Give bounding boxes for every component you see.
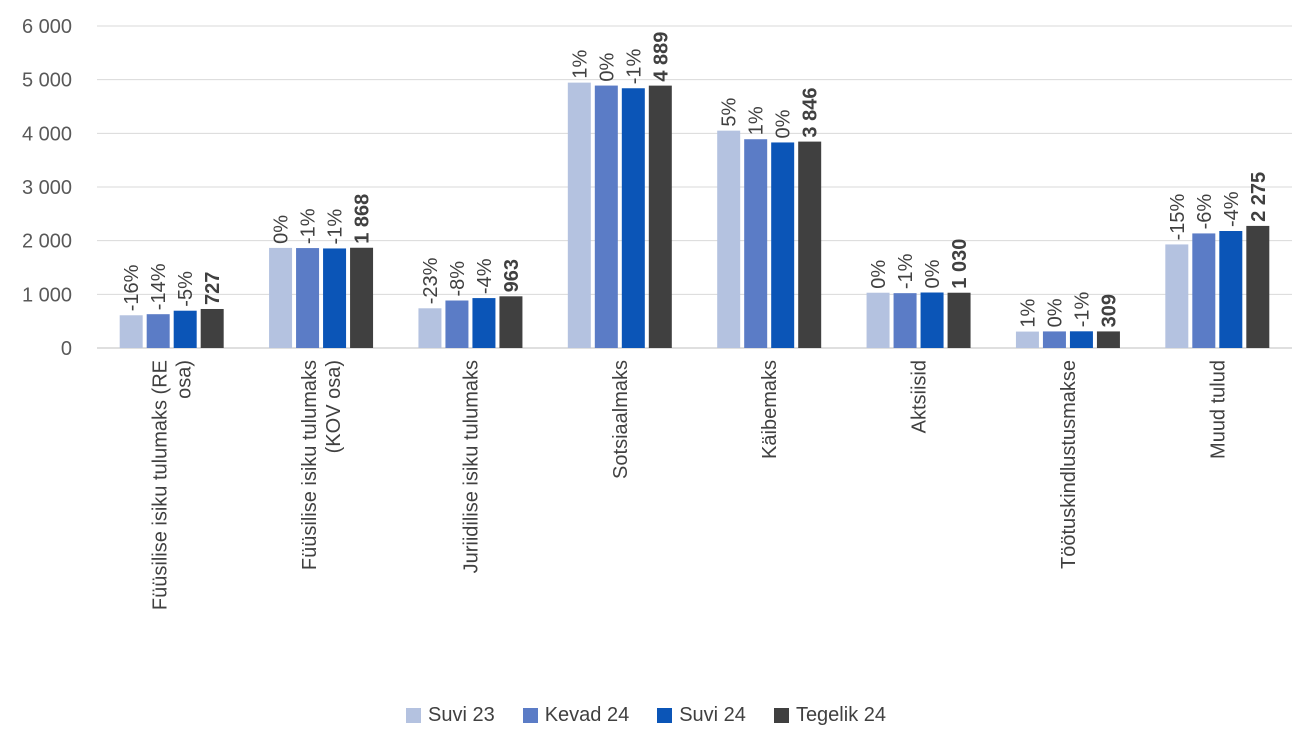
data-label: 0% [596,52,618,81]
bar [445,300,469,348]
data-label: 0% [868,260,890,289]
bar [350,247,374,348]
y-tick-label: 6 000 [22,16,72,38]
x-tick-label: Töötuskindlustusmakse [1058,360,1080,569]
data-label: 1% [1017,298,1039,327]
x-tick-label: (KOV osa) [323,360,345,453]
legend-item-suvi-24: Suvi 24 [657,704,746,727]
bar [1042,331,1066,348]
data-label: -23% [420,257,442,304]
data-label: 963 [501,259,523,292]
y-tick-label: 0 [61,338,72,360]
bar [1015,331,1039,348]
legend-swatch [773,707,789,723]
data-label: 0% [922,259,944,288]
bar [947,292,971,348]
data-label: -4% [1221,191,1243,227]
legend-item-suvi-23: Suvi 23 [405,703,495,727]
bar [744,139,768,348]
data-label: -14% [148,263,170,310]
data-label: 0% [773,109,795,138]
bar [269,247,293,348]
x-tick-label: Juriidilise isiku tulumaks [460,360,482,573]
data-label: -1% [623,48,645,84]
x-tick-label: osa) [174,360,196,399]
data-label: -16% [121,264,143,311]
data-label: 0% [271,215,293,244]
data-label: -8% [447,261,469,297]
legend-label: Suvi 23 [427,703,495,726]
bar [594,85,618,348]
x-tick-label: Aktsiisid [909,360,931,433]
bar [1096,331,1120,348]
data-label: 1 868 [352,194,374,244]
bar [472,298,496,348]
x-tick-label: Käibemaks [759,360,781,459]
bar [567,82,591,348]
legend-swatch [522,707,538,723]
data-label: 1% [569,49,591,78]
bar [717,130,741,348]
data-label: 2 275 [1248,172,1270,222]
data-label: 1% [746,106,768,135]
y-tick-label: 1 000 [22,284,72,306]
bar [1165,244,1189,348]
data-label: 0% [1044,298,1066,327]
bar [621,88,645,349]
x-tick-label: Sotsiaalmaks [610,360,632,479]
bar [200,308,224,348]
legend-label: Kevad 24 [544,703,630,726]
legend-swatch [657,707,673,723]
bar [119,315,143,348]
data-label: 5% [719,98,741,127]
bar [1069,331,1093,348]
x-tick-label: Füüsilise isiku tulumaks (RE [150,360,172,610]
legend-item-tegelik-24: Tegelik 24 [773,703,886,727]
data-label: -15% [1167,194,1189,241]
x-tick-label: Füüsilise isiku tulumaks [299,360,321,570]
y-tick-label: 4 000 [22,123,72,145]
bar [798,141,822,348]
bar [323,248,347,348]
data-label: -1% [1071,292,1093,328]
data-label: -5% [175,271,197,307]
data-label: 4 889 [650,32,672,82]
x-tick-label: Muud tulud [1207,360,1229,459]
bar [1246,225,1270,348]
data-label: -1% [298,208,320,244]
bar [1192,233,1216,348]
bar [418,308,442,348]
legend: Suvi 23 Kevad 24 Suvi 24 Tegelik 24 [0,700,1292,730]
bar [296,248,320,348]
data-label: -6% [1194,194,1216,230]
data-label: 727 [202,272,224,305]
legend-item-kevad-24: Kevad 24 [522,703,630,727]
bar [173,310,197,348]
bar [866,292,890,348]
y-tick-label: 3 000 [22,177,72,199]
data-label: -4% [474,258,496,294]
y-tick-label: 5 000 [22,70,72,92]
data-label: -1% [325,209,347,245]
bar [146,314,170,348]
legend-label: Suvi 24 [679,703,746,726]
bar [499,296,523,348]
bar [893,293,917,348]
y-tick-label: 2 000 [22,231,72,253]
data-label: 309 [1098,294,1120,327]
bar [920,292,944,348]
legend-swatch [405,707,421,723]
legend-label: Tegelik 24 [795,703,886,726]
data-label: 3 846 [800,88,822,138]
data-label: 1 030 [949,239,971,289]
bar [1219,231,1243,348]
data-label: -1% [895,253,917,289]
bar [771,142,795,348]
bar [648,85,672,349]
